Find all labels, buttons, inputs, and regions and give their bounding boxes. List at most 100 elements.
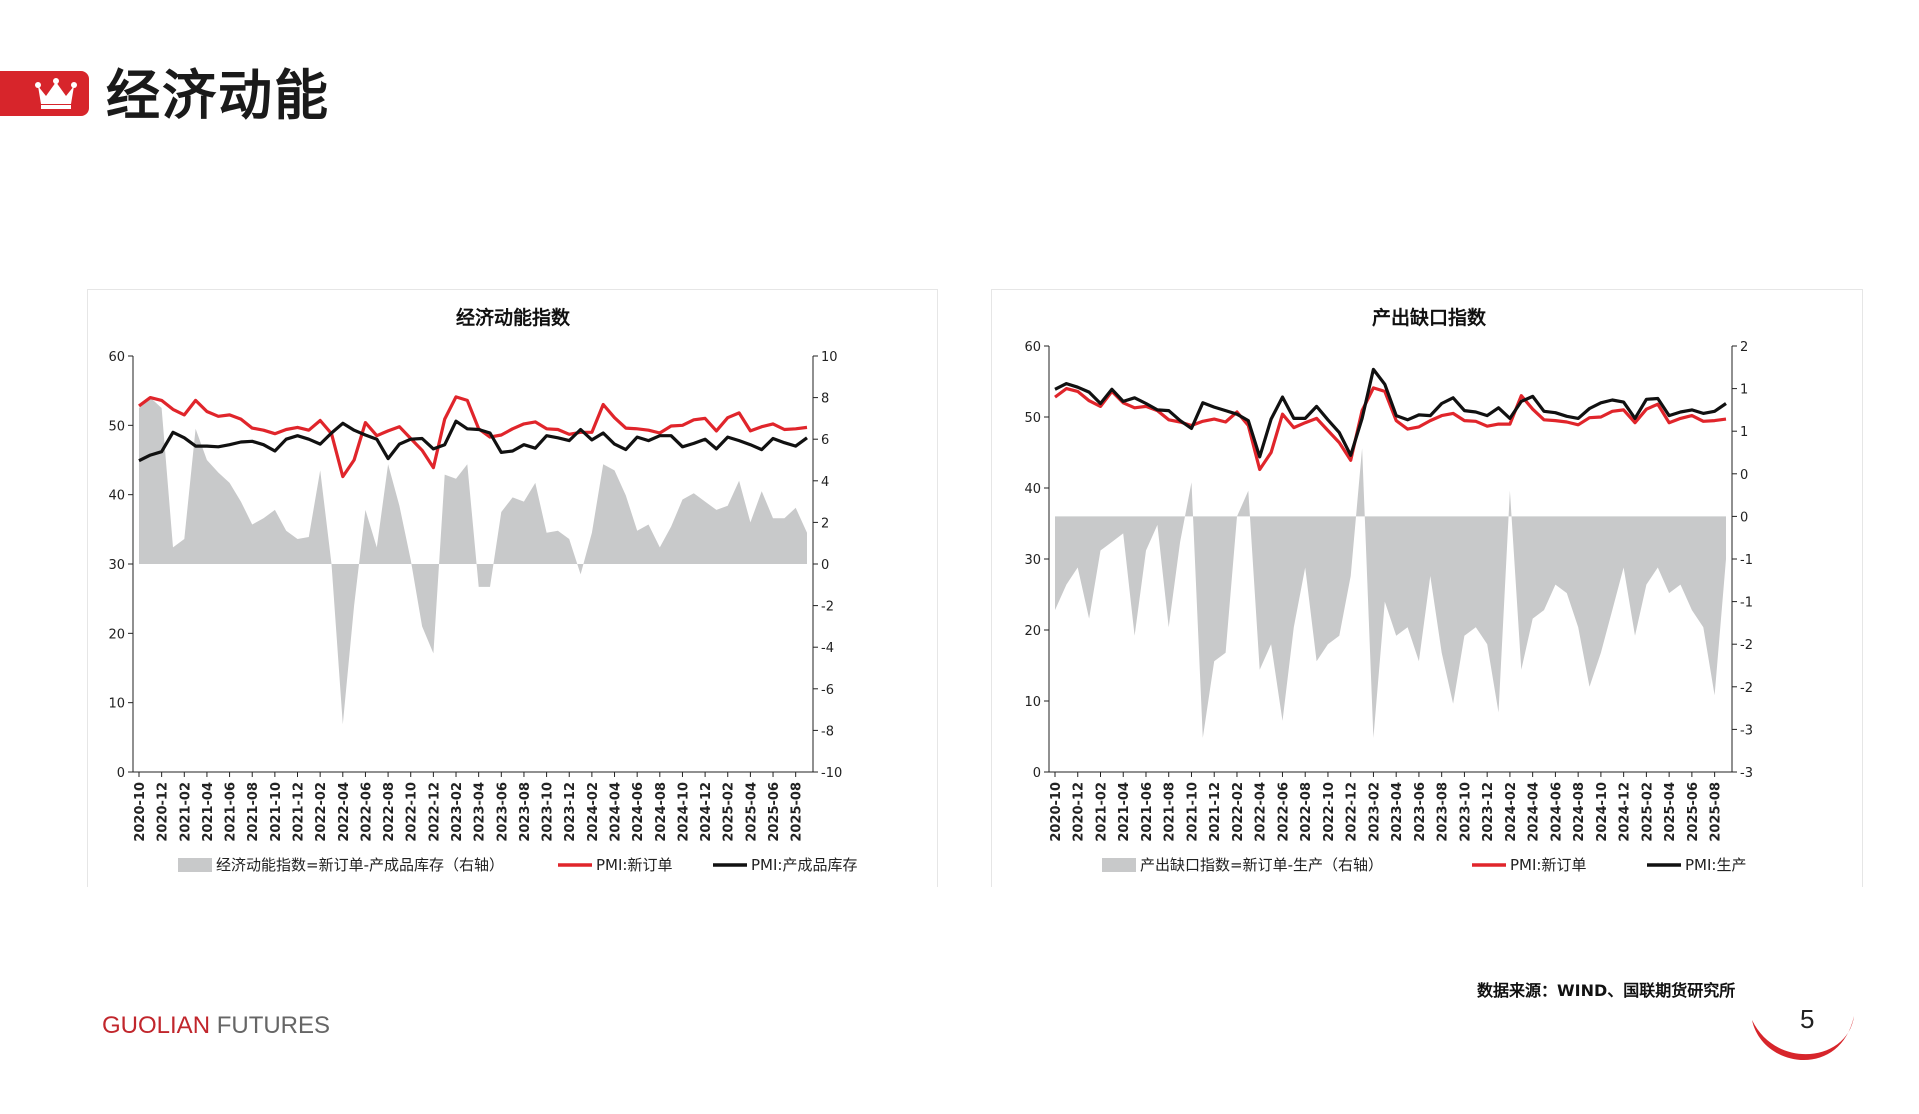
brand-suffix: FUTURES xyxy=(210,1012,331,1039)
x-tick-label: 2025-04 xyxy=(1663,782,1678,842)
legend-label-economic-momentum-index: 经济动能指数=新订单-产成品库存（右轴） xyxy=(216,856,504,874)
x-tick-label: 2020-10 xyxy=(133,782,148,842)
x-tick-label: 2024-04 xyxy=(609,782,624,842)
y-left-tick-label: 10 xyxy=(1024,695,1041,710)
x-tick-label: 2023-04 xyxy=(473,782,488,842)
x-tick-label: 2023-08 xyxy=(518,782,533,842)
x-tick-label: 2023-06 xyxy=(1413,782,1428,842)
y-right-tick-label: -3 xyxy=(1740,723,1753,738)
y-right-tick-label: 2 xyxy=(1740,340,1748,355)
y-left-tick-label: 60 xyxy=(108,350,125,365)
crown-icon xyxy=(35,78,77,109)
x-tick-label: 2024-10 xyxy=(1595,782,1610,842)
brand-name: GUOLIAN xyxy=(102,1012,211,1039)
y-right-tick-label: 1 xyxy=(1740,425,1748,440)
x-tick-label: 2025-02 xyxy=(722,782,737,842)
x-tick-label: 2022-04 xyxy=(337,782,352,842)
x-tick-label: 2021-12 xyxy=(292,782,307,842)
y-right-tick-label: 4 xyxy=(821,475,829,490)
x-tick-label: 2021-08 xyxy=(1163,782,1178,842)
series-line-pmi-new-orders xyxy=(1054,386,1727,472)
x-tick-label: 2024-10 xyxy=(676,782,691,842)
x-tick-label: 2024-06 xyxy=(631,782,646,842)
legend-label-pmi-new-orders: PMI:新订单 xyxy=(1510,856,1586,874)
x-tick-label: 2022-08 xyxy=(1299,782,1314,842)
chart-panel-economic-momentum: 经济动能指数 0 10 20 30 40 50 60 -10 -8 -6 -4 -2 0 2 4 6 8 10 202… xyxy=(87,289,938,887)
series-line-pmi-new-orders xyxy=(138,395,808,479)
x-tick-label: 2024-06 xyxy=(1549,782,1564,842)
x-tick-label: 2024-12 xyxy=(699,782,714,842)
legend-swatch-economic-momentum-index xyxy=(178,858,212,872)
x-tick-label: 2023-10 xyxy=(1458,782,1473,842)
x-tick-label: 2023-06 xyxy=(495,782,510,842)
x-tick-label: 2024-04 xyxy=(1527,782,1542,842)
y-right-tick-label: 1 xyxy=(1740,383,1748,398)
y-left-tick-label: 0 xyxy=(117,766,125,781)
x-tick-label: 2022-12 xyxy=(427,782,442,842)
x-tick-label: 2023-12 xyxy=(1481,782,1496,842)
x-tick-label: 2022-02 xyxy=(1231,782,1246,842)
y-left-tick-label: 20 xyxy=(108,627,125,642)
x-tick-label: 2021-04 xyxy=(1117,782,1132,842)
x-tick-label: 2023-04 xyxy=(1390,782,1405,842)
y-right-tick-label: -3 xyxy=(1740,766,1753,781)
x-tick-label: 2020-10 xyxy=(1049,782,1064,842)
y-left-tick-label: 0 xyxy=(1033,766,1041,781)
legend-label-output-gap-index: 产出缺口指数=新订单-生产（右轴） xyxy=(1140,856,1383,874)
x-tick-label: 2025-04 xyxy=(744,782,759,842)
chart-title: 经济动能指数 xyxy=(456,306,571,329)
legend-label-pmi-finished-goods-inventory: PMI:产成品库存 xyxy=(751,856,857,874)
y-right-tick-label: 0 xyxy=(1740,510,1748,525)
y-left-tick-label: 30 xyxy=(1024,553,1041,568)
y-left-tick-label: 40 xyxy=(108,489,125,504)
y-right-tick-label: 6 xyxy=(821,433,829,448)
y-right-tick-label: 0 xyxy=(1740,468,1748,483)
chart-output-gap: 产出缺口指数 0 10 20 30 40 50 60 -3 -3 -2 -2 -1 -1 0 0 1 1 2 2020… xyxy=(1024,306,1753,874)
x-tick-label: 2021-02 xyxy=(1094,782,1109,842)
x-tick-label: 2025-02 xyxy=(1640,782,1655,842)
y-right-tick-label: -2 xyxy=(1740,638,1753,653)
x-tick-label: 2021-10 xyxy=(1185,782,1200,842)
y-right-tick-label: -1 xyxy=(1740,553,1753,568)
x-tick-label: 2024-12 xyxy=(1618,782,1633,842)
y-right-tick-label: 2 xyxy=(821,516,829,531)
y-right-tick-label: -4 xyxy=(821,641,834,656)
y-left-tick-label: 50 xyxy=(1024,411,1041,426)
y-right-tick-label: 8 xyxy=(821,392,829,407)
x-tick-label: 2022-08 xyxy=(382,782,397,842)
y-right-tick-label: -8 xyxy=(821,724,834,739)
x-tick-label: 2024-08 xyxy=(1572,782,1587,842)
x-tick-label: 2021-06 xyxy=(1140,782,1155,842)
x-tick-label: 2020-12 xyxy=(156,782,171,842)
x-tick-label: 2022-06 xyxy=(359,782,374,842)
x-tick-label: 2025-06 xyxy=(767,782,782,842)
x-tick-label: 2025-06 xyxy=(1686,782,1701,842)
y-left-tick-label: 40 xyxy=(1024,482,1041,497)
x-tick-label: 2021-06 xyxy=(224,782,239,842)
x-tick-label: 2022-02 xyxy=(314,782,329,842)
x-tick-label: 2024-08 xyxy=(654,782,669,842)
x-tick-label: 2020-12 xyxy=(1072,782,1087,842)
series-area-economic-momentum-index xyxy=(139,397,807,725)
x-tick-label: 2023-08 xyxy=(1436,782,1451,842)
series-line-pmi-production xyxy=(1054,367,1727,459)
x-tick-label: 2023-02 xyxy=(450,782,465,842)
x-tick-label: 2022-06 xyxy=(1276,782,1291,842)
brand-logo-text: GUOLIAN FUTURES xyxy=(102,1012,330,1040)
x-tick-label: 2024-02 xyxy=(1504,782,1519,842)
x-tick-label: 2023-02 xyxy=(1367,782,1382,842)
y-right-tick-label: -10 xyxy=(821,766,842,781)
legend-label-pmi-new-orders: PMI:新订单 xyxy=(596,856,672,874)
series-line-pmi-finished-goods-inventory xyxy=(138,419,808,463)
x-tick-label: 2022-10 xyxy=(405,782,420,842)
y-right-tick-label: -2 xyxy=(1740,681,1753,696)
y-left-tick-label: 60 xyxy=(1024,340,1041,355)
legend-swatch-output-gap-index xyxy=(1102,858,1136,872)
y-right-tick-label: 0 xyxy=(821,558,829,573)
x-tick-label: 2023-12 xyxy=(563,782,578,842)
x-tick-label: 2023-10 xyxy=(541,782,556,842)
page-title: 经济动能 xyxy=(106,64,330,127)
x-tick-label: 2025-08 xyxy=(790,782,805,842)
page-swoosh-decoration xyxy=(1752,1016,1854,1061)
x-tick-label: 2021-08 xyxy=(246,782,261,842)
